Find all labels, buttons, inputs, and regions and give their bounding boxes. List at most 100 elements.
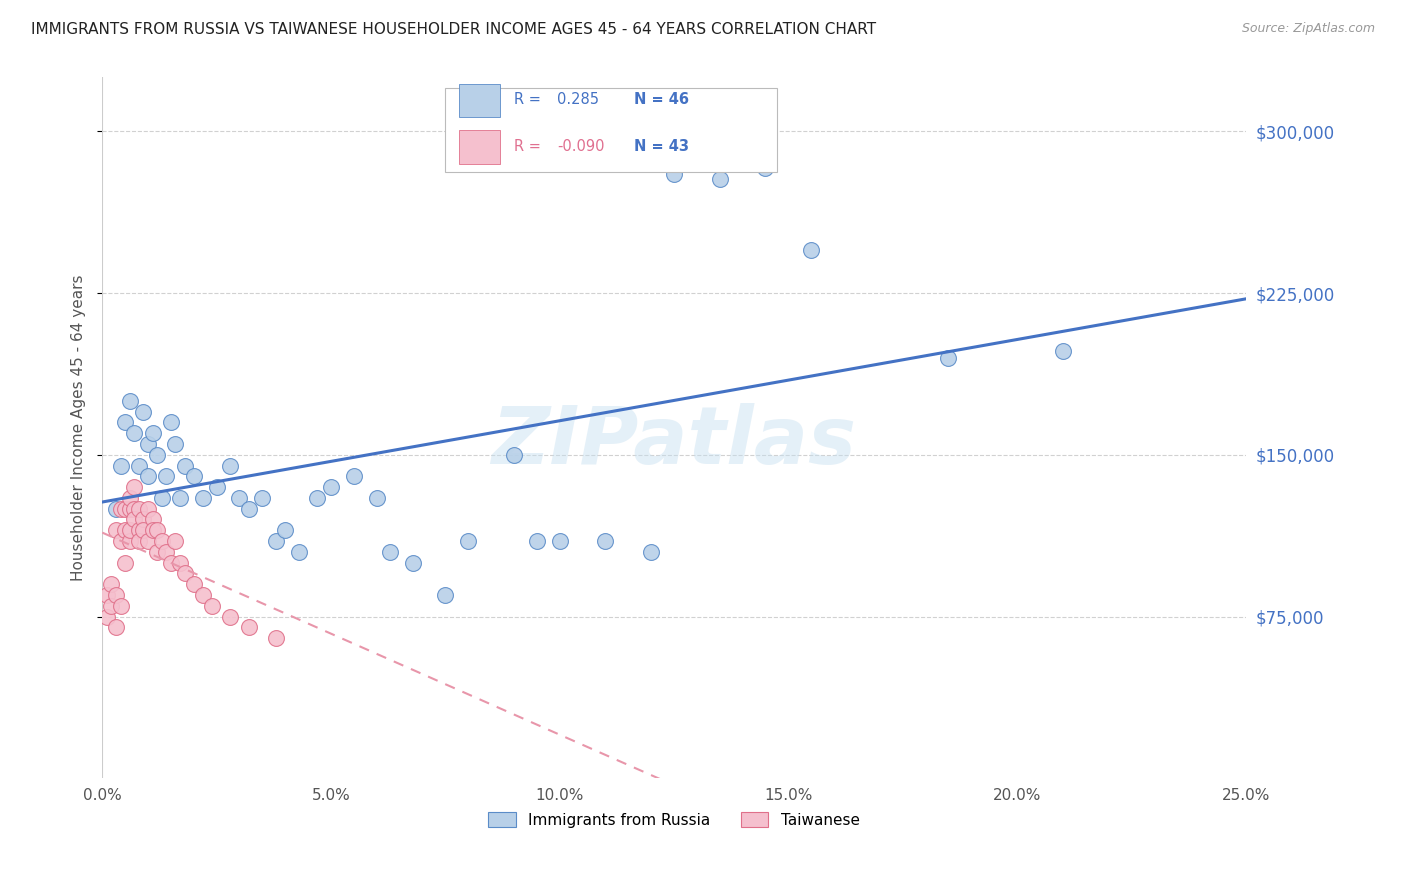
Point <box>662 168 685 182</box>
Point <box>173 566 195 581</box>
Point <box>122 426 145 441</box>
Point <box>800 243 823 257</box>
Text: Source: ZipAtlas.com: Source: ZipAtlas.com <box>1241 22 1375 36</box>
Point <box>128 501 150 516</box>
Point <box>150 491 173 505</box>
Point <box>155 545 177 559</box>
Point <box>146 523 169 537</box>
Point <box>132 523 155 537</box>
Text: IMMIGRANTS FROM RUSSIA VS TAIWANESE HOUSEHOLDER INCOME AGES 45 - 64 YEARS CORREL: IMMIGRANTS FROM RUSSIA VS TAIWANESE HOUS… <box>31 22 876 37</box>
Text: N = 46: N = 46 <box>634 93 689 107</box>
Text: R =: R = <box>515 139 541 154</box>
Point <box>110 599 132 613</box>
Point <box>104 620 127 634</box>
Text: N = 43: N = 43 <box>634 139 689 154</box>
Point <box>100 599 122 613</box>
Point <box>165 437 187 451</box>
Point <box>114 416 136 430</box>
Point <box>104 523 127 537</box>
Point <box>136 501 159 516</box>
Point <box>118 523 141 537</box>
Point <box>110 501 132 516</box>
Point <box>169 491 191 505</box>
Point <box>191 588 214 602</box>
Point <box>136 469 159 483</box>
Point <box>118 534 141 549</box>
Text: ZIPatlas: ZIPatlas <box>492 403 856 481</box>
Point <box>118 501 141 516</box>
Point <box>201 599 224 613</box>
FancyBboxPatch shape <box>458 130 501 163</box>
Point <box>709 171 731 186</box>
Point <box>595 534 617 549</box>
FancyBboxPatch shape <box>446 88 778 172</box>
FancyBboxPatch shape <box>458 84 501 118</box>
Point <box>159 416 181 430</box>
Point <box>238 620 260 634</box>
Point <box>457 534 479 549</box>
Point <box>114 501 136 516</box>
Point <box>402 556 425 570</box>
Point <box>380 545 402 559</box>
Point <box>274 523 297 537</box>
Text: -0.090: -0.090 <box>557 139 605 154</box>
Point <box>110 534 132 549</box>
Point <box>136 534 159 549</box>
Point <box>96 609 118 624</box>
Point <box>110 458 132 473</box>
Point <box>238 501 260 516</box>
Point <box>165 534 187 549</box>
Point <box>264 631 287 645</box>
Text: 0.285: 0.285 <box>557 93 599 107</box>
Point <box>228 491 250 505</box>
Point <box>104 588 127 602</box>
Point <box>205 480 228 494</box>
Point <box>118 491 141 505</box>
Y-axis label: Householder Income Ages 45 - 64 years: Householder Income Ages 45 - 64 years <box>72 275 86 581</box>
Point <box>141 523 163 537</box>
Point <box>118 393 141 408</box>
Point <box>366 491 388 505</box>
Point <box>132 405 155 419</box>
Point <box>173 458 195 473</box>
Point <box>114 556 136 570</box>
Point <box>114 523 136 537</box>
Point <box>640 545 662 559</box>
Point <box>1052 344 1074 359</box>
Point <box>526 534 548 549</box>
Point <box>183 469 205 483</box>
Point <box>150 534 173 549</box>
Point <box>155 469 177 483</box>
Point <box>141 426 163 441</box>
Point <box>307 491 329 505</box>
Point <box>146 545 169 559</box>
Point <box>219 609 242 624</box>
Point <box>136 437 159 451</box>
Point <box>183 577 205 591</box>
Point <box>169 556 191 570</box>
Point <box>141 512 163 526</box>
Point <box>219 458 242 473</box>
Point <box>288 545 311 559</box>
Point <box>434 588 457 602</box>
Legend: Immigrants from Russia, Taiwanese: Immigrants from Russia, Taiwanese <box>482 805 866 834</box>
Point <box>938 351 960 365</box>
Point <box>159 556 181 570</box>
Point <box>548 534 571 549</box>
Point <box>122 512 145 526</box>
Point <box>132 512 155 526</box>
Point <box>319 480 342 494</box>
Point <box>122 501 145 516</box>
Point <box>128 458 150 473</box>
Point <box>104 501 127 516</box>
Point <box>96 588 118 602</box>
Point <box>343 469 366 483</box>
Point <box>754 161 776 175</box>
Point <box>122 480 145 494</box>
Point <box>146 448 169 462</box>
Point <box>100 577 122 591</box>
Point <box>264 534 287 549</box>
Point <box>503 448 526 462</box>
Point <box>128 523 150 537</box>
Text: R =: R = <box>515 93 541 107</box>
